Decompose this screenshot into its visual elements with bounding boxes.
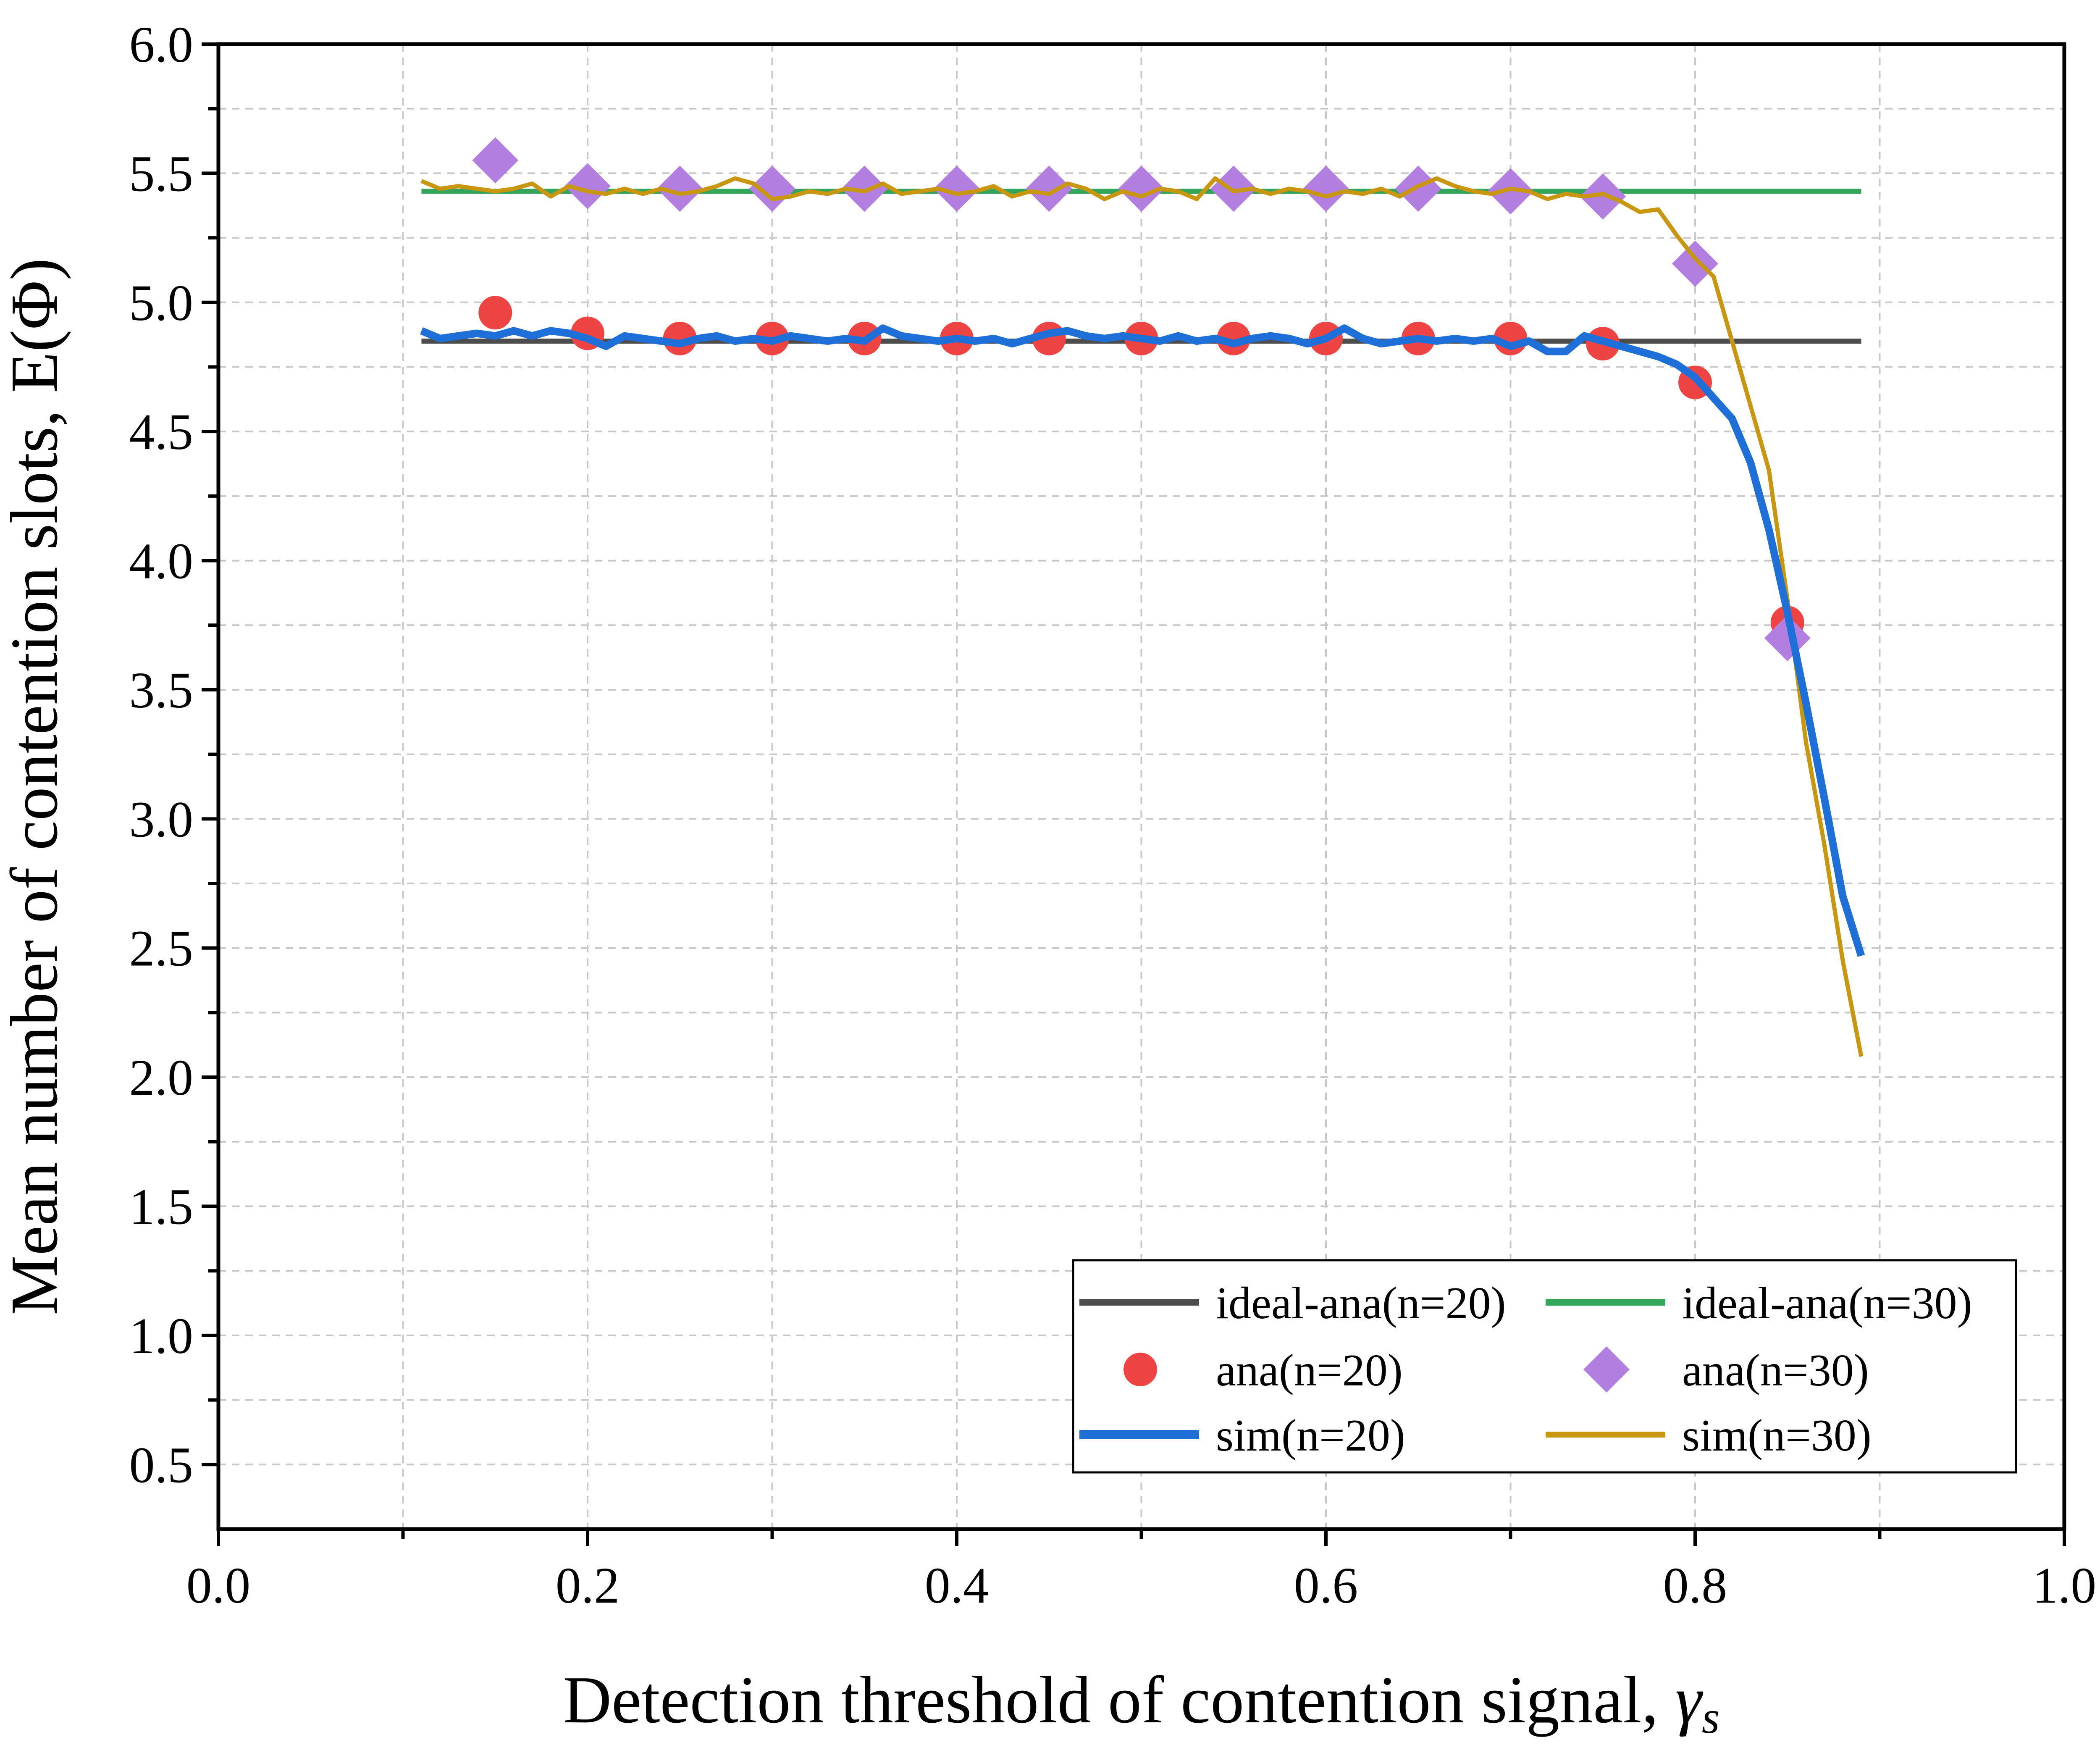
y-tick-label: 2.0 [129, 1049, 194, 1106]
y-tick-label: 3.0 [129, 791, 194, 848]
y-tick-label: 6.0 [129, 16, 194, 73]
legend-label-ana(n=20): ana(n=20) [1216, 1346, 1403, 1396]
ana-n30-point [1303, 166, 1349, 212]
legend-label-ideal-ana(n=30): ideal-ana(n=30) [1682, 1278, 1972, 1328]
y-tick-label: 1.5 [129, 1179, 194, 1235]
y-tick-label: 3.5 [129, 662, 194, 719]
series-layer [420, 137, 1865, 1057]
ana-n30-point [1764, 615, 1811, 661]
x-tick-label: 0.4 [925, 1557, 989, 1614]
legend-label-ideal-ana(n=20): ideal-ana(n=20) [1216, 1278, 1506, 1328]
ana-n30-point [749, 166, 795, 212]
y-tick-label: 5.0 [129, 275, 194, 331]
ana-n30-point [1395, 166, 1441, 212]
x-tick-label: 0.6 [1294, 1557, 1358, 1614]
x-tick-label: 1.0 [2032, 1557, 2097, 1614]
x-tick-label: 0.2 [556, 1557, 620, 1614]
ana-n30-point [564, 163, 611, 210]
legend-label-ana(n=30): ana(n=30) [1682, 1346, 1869, 1396]
y-tick-label: 2.5 [129, 920, 194, 977]
ana-n30-point [1026, 166, 1072, 212]
legend-label-sim(n=30): sim(n=30) [1682, 1411, 1872, 1461]
x-axis-title-symbol: γ [1675, 1662, 1704, 1737]
x-axis-title-subscript: s [1702, 1692, 1720, 1743]
y-tick-label: 0.5 [129, 1437, 194, 1493]
tick-labels: 0.0 0.2 0.4 0.6 0.8 1.0 0.5 1.0 1.5 2.0 2.5 3.0 3.5 4… [129, 16, 2097, 1614]
ana-n30-point [1580, 173, 1626, 220]
x-axis-title-text: Detection threshold of contention signal… [563, 1662, 1675, 1737]
legend-label-sim(n=20): sim(n=20) [1216, 1411, 1405, 1461]
y-tick-label: 4.0 [129, 533, 194, 590]
ana-n20-point [1217, 321, 1251, 355]
ana-n30-point [841, 166, 888, 212]
y-tick-label: 4.5 [129, 404, 194, 460]
series-line-sim(n=20) [420, 324, 1865, 957]
y-tick-label: 5.5 [129, 145, 194, 202]
x-tick-label: 0.0 [186, 1557, 251, 1614]
series-line-sim(n=30) [420, 176, 1864, 1057]
x-tick-label: 0.8 [1663, 1557, 1727, 1614]
ana-n30-point [1487, 168, 1534, 215]
legend-swatch-ana(n=30) [1583, 1346, 1630, 1393]
ana-n20-point [663, 321, 697, 355]
legend-items: ideal-ana(n=20) ideal-ana(n=30) ana(n=20) a… [1079, 1278, 1972, 1461]
ana-n30-point [472, 137, 519, 184]
ana-n30-point [1672, 240, 1718, 287]
axis-ticks [202, 42, 2066, 1546]
ana-n20-point [478, 296, 512, 330]
y-tick-label: 1.0 [129, 1308, 194, 1364]
ana-n30-point [934, 166, 980, 212]
x-axis-title: Detection threshold of contention signal… [563, 1662, 1719, 1743]
ana-n30-point [1210, 166, 1257, 212]
legend-swatch-ana(n=20) [1124, 1353, 1157, 1386]
ana-n30-point [1118, 166, 1165, 212]
y-axis-title: Mean number of contention slots, E(Φ) [0, 258, 71, 1315]
legend-box [1072, 1259, 2017, 1474]
ana-n30-point [656, 166, 703, 212]
legend: ideal-ana(n=20) ideal-ana(n=30) ana(n=20) a… [1072, 1259, 2017, 1474]
